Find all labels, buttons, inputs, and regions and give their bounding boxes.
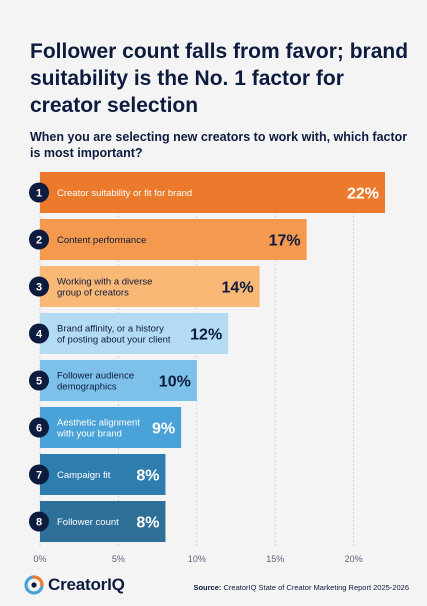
category-label-line: of posting about your client xyxy=(57,335,171,346)
category-label: Follower audience demographics xyxy=(57,371,134,393)
rank-badge xyxy=(29,182,49,203)
question-part3: ? xyxy=(134,146,143,160)
rank-badge xyxy=(29,370,49,391)
question-emphasis: most important xyxy=(43,146,135,160)
rank-number: 4 xyxy=(36,329,43,341)
x-tick-label: 5% xyxy=(112,554,125,564)
category-label: Content performance xyxy=(57,235,146,246)
chart-question: When you are selecting new creators to w… xyxy=(30,129,410,161)
x-tick-label: 0% xyxy=(33,554,46,564)
creatoriq-logo-icon xyxy=(24,575,44,595)
category-label-line: Campaign fit xyxy=(57,470,111,481)
category-label: Brand affinity, or a history of posting a… xyxy=(57,324,171,346)
value-label: 8% xyxy=(136,515,159,532)
category-label: Aesthetic alignment with your brand xyxy=(56,418,140,440)
rank-badge xyxy=(29,417,49,438)
bar xyxy=(40,219,307,260)
value-label: 8% xyxy=(136,468,159,485)
rank-number: 7 xyxy=(36,470,42,482)
bar xyxy=(40,501,166,542)
value-label: 22% xyxy=(347,186,379,203)
category-label: Creator suitability or fit for brand xyxy=(57,188,192,199)
brand-name: CreatorIQ xyxy=(48,575,125,594)
rank-number: 2 xyxy=(36,235,42,247)
bar xyxy=(40,407,182,448)
source-text: CreatorIQ State of Creator Marketing Rep… xyxy=(223,583,409,592)
category-label: Follower count xyxy=(57,517,119,528)
rank-number: 8 xyxy=(36,517,42,529)
creatoriq-logo: CreatorIQ xyxy=(24,575,125,595)
rank-number: 5 xyxy=(36,376,42,388)
source-note: Source: CreatorIQ State of Creator Marke… xyxy=(193,583,409,592)
question-part1: When you are selecting new creators to w… xyxy=(30,130,408,160)
category-label-line: group of creators xyxy=(57,288,129,299)
category-label-line: Content performance xyxy=(57,235,146,246)
value-label: 14% xyxy=(222,280,254,297)
x-tick-label: 15% xyxy=(266,554,284,564)
rank-badge xyxy=(29,323,49,344)
category-label-line: Follower audience xyxy=(57,371,134,382)
category-label-line: Aesthetic alignment xyxy=(57,418,140,429)
bar xyxy=(40,266,260,307)
rank-badge xyxy=(29,229,49,250)
category-label-line: Brand affinity, or a history xyxy=(57,324,164,335)
category-label: Campaign fit xyxy=(57,470,111,481)
x-tick-label: 20% xyxy=(345,554,363,564)
value-label: 9% xyxy=(152,421,175,438)
category-label-line: Creator suitability or fit for brand xyxy=(57,188,192,199)
chart-title: Follower count falls from favor; brand s… xyxy=(30,40,409,117)
category-label-line: Follower count xyxy=(57,517,119,528)
rank-badge xyxy=(29,464,49,485)
rank-number: 1 xyxy=(36,188,42,200)
bar xyxy=(40,454,166,495)
rank-number: 6 xyxy=(36,423,42,435)
category-label: Working with a diverse group of creators xyxy=(57,277,152,299)
source-label: Source: xyxy=(193,583,222,592)
bar xyxy=(40,172,386,213)
category-label-line: Working with a diverse xyxy=(57,277,152,288)
x-tick-label: 10% xyxy=(188,554,206,564)
value-label: 17% xyxy=(269,233,301,250)
rank-badge xyxy=(29,511,49,532)
category-label-line: with your brand xyxy=(56,429,122,440)
value-label: 10% xyxy=(159,374,191,391)
rank-badge xyxy=(29,276,49,297)
value-label: 12% xyxy=(190,327,222,344)
category-label-line: demographics xyxy=(57,382,117,393)
bar xyxy=(40,360,197,401)
bar xyxy=(40,313,229,354)
rank-number: 3 xyxy=(36,282,42,294)
